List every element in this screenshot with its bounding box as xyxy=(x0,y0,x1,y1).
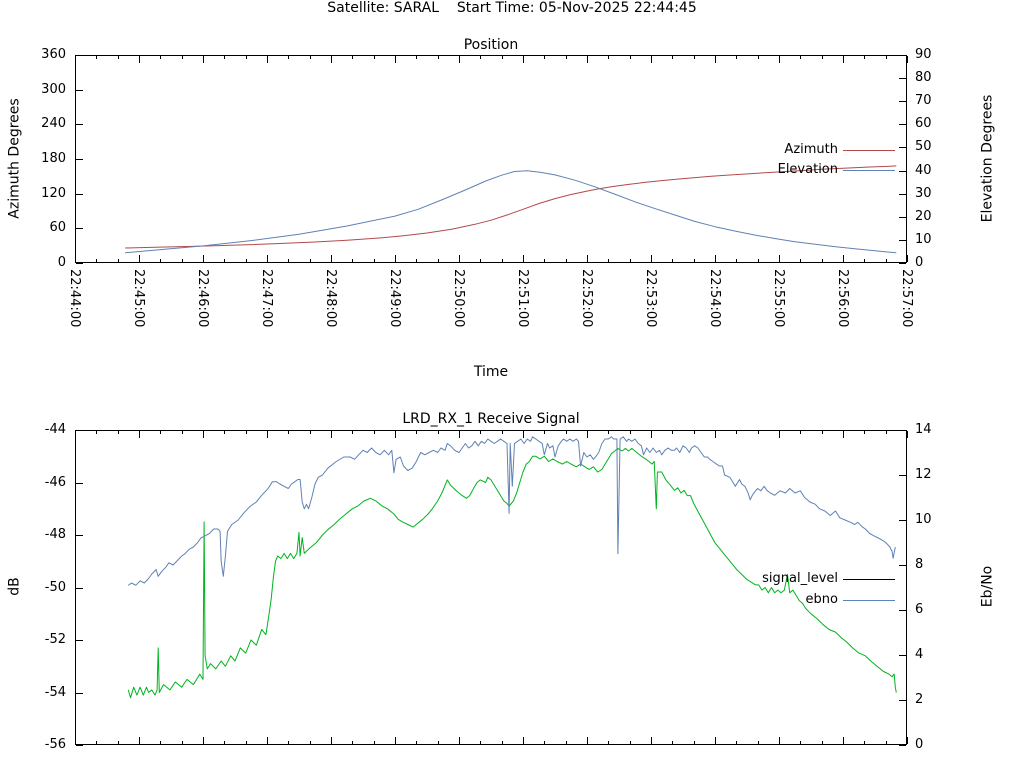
y-tick-label-left: -54 xyxy=(44,685,66,700)
x-tick-label: 22:50:00 xyxy=(451,269,466,328)
x-tick-label: 22:45:00 xyxy=(131,269,146,328)
y-tick-label-left: -46 xyxy=(44,475,66,490)
y-tick-label-right: 6 xyxy=(915,602,924,617)
position-series-azimuth xyxy=(125,165,897,249)
y-tick-label-right: 10 xyxy=(915,512,932,527)
y-tick-label-right: 8 xyxy=(915,557,924,572)
receive-signal-plot-area xyxy=(75,430,908,746)
legend-line-ebno xyxy=(843,600,895,601)
y-tick-label-right: 30 xyxy=(915,186,932,201)
y-tick-label-left: -56 xyxy=(44,737,66,752)
y-tick-label-right: 60 xyxy=(915,116,932,131)
x-tick-label: 22:47:00 xyxy=(259,269,274,328)
y-tick-label-right: 40 xyxy=(915,163,932,178)
y-tick-label-right: 70 xyxy=(915,93,932,108)
y-tick-label-right: 50 xyxy=(915,139,932,154)
chart1-ylabel-right: Elevation Degrees xyxy=(979,94,996,223)
receive-signal-series-ebno xyxy=(128,436,896,586)
legend-label-ebno: ebno xyxy=(805,592,838,607)
legend-label-azimuth: Azimuth xyxy=(784,142,838,157)
x-tick-label: 22:57:00 xyxy=(899,269,914,328)
receive-signal-border xyxy=(75,430,907,745)
position-axis-ticks xyxy=(75,55,908,264)
y-tick-label-left: 300 xyxy=(41,82,66,97)
y-tick-label-right: 90 xyxy=(915,47,932,62)
y-tick-label-left: 240 xyxy=(41,116,66,131)
y-tick-label-right: 12 xyxy=(915,467,932,482)
y-tick-label-left: 180 xyxy=(41,151,66,166)
y-tick-label-left: -50 xyxy=(44,580,66,595)
receive-signal-series-signal_level xyxy=(127,447,897,699)
page-title: Satellite: SARAL Start Time: 05-Nov-2025… xyxy=(327,0,697,16)
position-series-elevation xyxy=(125,170,897,254)
legend-label-signal-level: signal_level xyxy=(762,571,838,586)
legend-line-signal-level xyxy=(843,579,895,580)
y-tick-label-right: 2 xyxy=(915,692,924,707)
y-tick-label-right: 0 xyxy=(915,255,924,270)
position-border xyxy=(75,55,907,263)
x-tick-label: 22:52:00 xyxy=(579,269,594,328)
x-tick-label: 22:44:00 xyxy=(67,269,82,328)
chart1-title: Position xyxy=(463,37,519,53)
position-plot-area xyxy=(75,55,908,264)
x-tick-label: 22:54:00 xyxy=(707,269,722,328)
x-tick-label: 22:53:00 xyxy=(643,269,658,328)
y-tick-label-left: 120 xyxy=(41,186,66,201)
legend-label-elevation: Elevation xyxy=(777,162,838,177)
y-tick-label-right: 80 xyxy=(915,70,932,85)
y-tick-label-left: -48 xyxy=(44,527,66,542)
x-tick-label: 22:46:00 xyxy=(195,269,210,328)
x-tick-label: 22:55:00 xyxy=(771,269,786,328)
chart2-title: LRD_RX_1 Receive Signal xyxy=(402,411,580,427)
receive-signal-axis-ticks xyxy=(75,430,908,746)
x-tick-label: 22:49:00 xyxy=(387,269,402,328)
legend-line-azimuth xyxy=(843,150,895,151)
y-tick-label-left: -44 xyxy=(44,422,66,437)
y-tick-label-left: -52 xyxy=(44,632,66,647)
y-tick-label-right: 0 xyxy=(915,737,924,752)
y-tick-label-right: 4 xyxy=(915,647,924,662)
y-tick-label-right: 20 xyxy=(915,209,932,224)
y-tick-label-left: 360 xyxy=(41,47,66,62)
y-tick-label-left: 60 xyxy=(49,220,66,235)
y-tick-label-left: 0 xyxy=(57,255,66,270)
x-tick-label: 22:51:00 xyxy=(515,269,530,328)
chart1-xlabel: Time xyxy=(473,364,509,380)
x-tick-label: 22:48:00 xyxy=(323,269,338,328)
y-tick-label-right: 10 xyxy=(915,232,932,247)
y-tick-label-right: 14 xyxy=(915,422,932,437)
legend-line-elevation xyxy=(843,170,895,171)
chart2-ylabel-right: Eb/No xyxy=(979,565,996,608)
x-tick-label: 22:56:00 xyxy=(835,269,850,328)
